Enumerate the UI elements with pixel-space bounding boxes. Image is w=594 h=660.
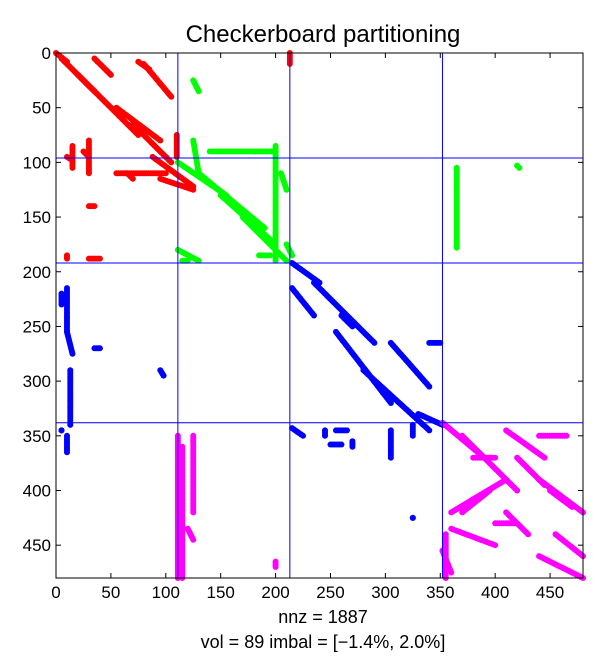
data-point bbox=[409, 514, 416, 521]
data-point bbox=[371, 339, 378, 346]
data-point bbox=[146, 66, 153, 73]
point-series-2 bbox=[174, 77, 523, 264]
x-axis-label: nnz = 1887 bbox=[278, 607, 368, 627]
data-point bbox=[486, 487, 493, 494]
y-tick-label: 0 bbox=[42, 44, 51, 63]
x-tick-label: 350 bbox=[426, 583, 454, 602]
data-point bbox=[63, 449, 70, 456]
data-point bbox=[162, 170, 169, 177]
partition-lines bbox=[56, 53, 583, 578]
data-point bbox=[300, 432, 307, 439]
data-point bbox=[107, 71, 114, 78]
data-point bbox=[387, 454, 394, 461]
chart-caption: vol = 89 imbal = [−1.4%, 2.0%] bbox=[201, 632, 446, 652]
y-tick-label: 50 bbox=[32, 99, 51, 118]
data-point bbox=[492, 542, 499, 549]
data-point bbox=[514, 487, 521, 494]
y-tick-label: 250 bbox=[23, 317, 51, 336]
data-point bbox=[311, 312, 318, 319]
data-point bbox=[69, 350, 76, 357]
x-tick-label: 100 bbox=[152, 583, 180, 602]
data-point bbox=[437, 339, 444, 346]
nonzero-points bbox=[53, 50, 586, 581]
y-tick-label: 100 bbox=[23, 153, 51, 172]
data-point bbox=[195, 170, 202, 177]
data-point bbox=[91, 203, 98, 210]
data-point bbox=[387, 400, 394, 406]
data-point bbox=[448, 569, 455, 576]
point-series-1 bbox=[53, 50, 293, 262]
data-point bbox=[409, 432, 416, 439]
data-point bbox=[160, 372, 167, 379]
x-tick-label: 450 bbox=[536, 583, 564, 602]
data-point bbox=[272, 564, 279, 571]
data-point bbox=[541, 454, 548, 461]
data-point bbox=[58, 301, 65, 308]
y-tick-label: 350 bbox=[23, 427, 51, 446]
data-point bbox=[85, 170, 92, 177]
y-tick-label: 200 bbox=[23, 263, 51, 282]
y-tick-label: 300 bbox=[23, 372, 51, 391]
x-tick-label: 200 bbox=[261, 583, 289, 602]
data-point bbox=[195, 257, 202, 264]
data-point bbox=[283, 186, 290, 193]
x-tick-label: 400 bbox=[481, 583, 509, 602]
data-point bbox=[69, 164, 76, 171]
data-point bbox=[492, 454, 499, 461]
data-point bbox=[426, 427, 433, 434]
x-tick-label: 250 bbox=[316, 583, 344, 602]
data-point bbox=[453, 244, 460, 251]
data-point bbox=[190, 536, 197, 543]
data-point bbox=[503, 476, 510, 483]
x-tick-label: 50 bbox=[101, 583, 120, 602]
x-tick-label: 150 bbox=[207, 583, 235, 602]
data-point bbox=[283, 257, 290, 264]
data-point bbox=[525, 531, 532, 538]
data-point bbox=[69, 157, 76, 164]
chart-title: Checkerboard partitioning bbox=[186, 21, 461, 48]
data-point bbox=[349, 323, 356, 330]
data-point bbox=[190, 186, 197, 193]
point-series-3 bbox=[58, 260, 446, 521]
y-tick-label: 400 bbox=[23, 482, 51, 501]
y-tick-label: 450 bbox=[23, 536, 51, 555]
data-point bbox=[426, 383, 433, 390]
data-point bbox=[349, 443, 356, 450]
data-point bbox=[195, 88, 202, 95]
data-point bbox=[63, 255, 70, 262]
data-point bbox=[96, 345, 103, 352]
x-tick-label: 300 bbox=[371, 583, 399, 602]
data-point bbox=[321, 432, 328, 439]
data-point bbox=[85, 153, 92, 160]
y-axis: 0 50 100 150 200 250 300 350 400 450 bbox=[23, 44, 583, 555]
data-point bbox=[190, 509, 197, 516]
data-point bbox=[289, 252, 296, 259]
data-point bbox=[338, 441, 345, 448]
data-point bbox=[168, 93, 175, 100]
data-point bbox=[157, 137, 164, 144]
data-point bbox=[267, 252, 274, 259]
data-point bbox=[184, 257, 191, 264]
x-axis: 0 50 100 150 200 250 300 350 400 450 bbox=[51, 53, 564, 602]
data-point bbox=[516, 164, 523, 171]
data-point bbox=[58, 427, 65, 434]
point-series-4 bbox=[174, 419, 586, 581]
data-point bbox=[272, 257, 279, 264]
data-point bbox=[67, 421, 74, 428]
data-point bbox=[343, 427, 350, 434]
data-point bbox=[173, 153, 180, 160]
data-point bbox=[563, 432, 570, 439]
data-point bbox=[569, 503, 576, 510]
data-point bbox=[96, 255, 103, 262]
x-tick-label: 0 bbox=[51, 583, 60, 602]
data-point bbox=[168, 159, 175, 166]
data-point bbox=[129, 175, 136, 182]
y-tick-label: 150 bbox=[23, 208, 51, 227]
plot-frame bbox=[55, 52, 584, 579]
